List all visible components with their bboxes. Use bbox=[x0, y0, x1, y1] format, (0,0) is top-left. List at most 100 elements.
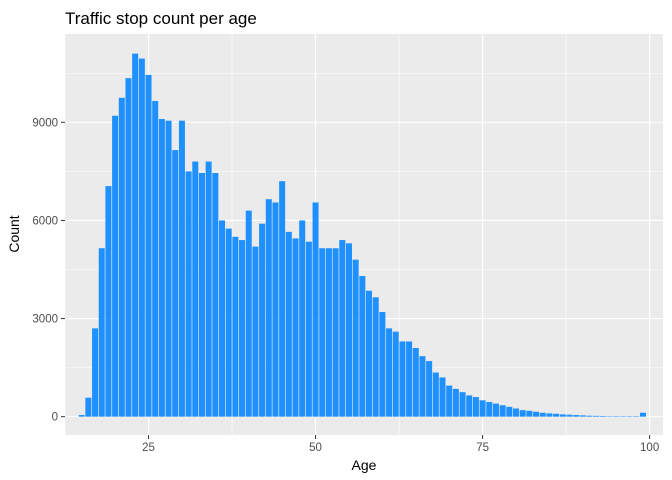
bar bbox=[519, 410, 526, 417]
bar bbox=[118, 97, 125, 417]
bar bbox=[506, 406, 513, 417]
bar bbox=[112, 115, 119, 417]
bar bbox=[419, 356, 426, 417]
bar bbox=[472, 397, 479, 417]
bar bbox=[332, 248, 339, 417]
bar bbox=[205, 161, 212, 417]
bar bbox=[372, 297, 379, 417]
bar bbox=[626, 416, 633, 417]
y-tick-label: 0 bbox=[52, 412, 58, 424]
bar bbox=[225, 228, 232, 417]
bar bbox=[125, 78, 132, 417]
bar bbox=[579, 415, 586, 417]
bar bbox=[239, 240, 246, 417]
bar bbox=[285, 231, 292, 417]
y-tick-label: 9000 bbox=[32, 117, 58, 129]
bar bbox=[459, 392, 466, 417]
bar bbox=[619, 416, 626, 417]
x-tick-label: 100 bbox=[640, 442, 659, 454]
x-tick-label: 50 bbox=[309, 442, 322, 454]
x-tick-label: 75 bbox=[476, 442, 489, 454]
bar bbox=[486, 401, 493, 417]
bar bbox=[633, 416, 640, 417]
bar bbox=[98, 248, 105, 417]
bar bbox=[92, 328, 99, 417]
x-axis: 25 50 75 100 bbox=[142, 435, 659, 454]
bar bbox=[359, 276, 366, 417]
bar bbox=[152, 101, 159, 417]
bar bbox=[559, 414, 566, 417]
y-axis: 0 3000 6000 9000 bbox=[32, 117, 65, 424]
bar bbox=[192, 161, 199, 417]
bar bbox=[105, 186, 112, 417]
bar bbox=[392, 331, 399, 417]
bar bbox=[158, 119, 165, 417]
bar bbox=[613, 416, 620, 417]
chart-title: Traffic stop count per age bbox=[65, 9, 257, 28]
x-axis-title: Age bbox=[352, 457, 377, 473]
bar bbox=[406, 341, 413, 417]
bar bbox=[439, 377, 446, 417]
bar bbox=[78, 415, 85, 417]
bar bbox=[499, 405, 506, 417]
bar bbox=[272, 202, 279, 417]
bar bbox=[452, 388, 459, 417]
bar bbox=[198, 173, 205, 417]
bar bbox=[292, 238, 299, 417]
bar bbox=[279, 181, 286, 417]
bar bbox=[412, 347, 419, 417]
bar bbox=[593, 415, 600, 417]
x-tick-label: 25 bbox=[142, 442, 155, 454]
bar bbox=[339, 240, 346, 417]
bar bbox=[432, 372, 439, 417]
bar bbox=[573, 415, 580, 417]
bar bbox=[379, 312, 386, 417]
y-axis-title: Count bbox=[6, 215, 22, 252]
bar bbox=[526, 410, 533, 417]
bar bbox=[299, 220, 306, 417]
bar bbox=[366, 290, 373, 417]
bar bbox=[132, 53, 139, 417]
bar bbox=[259, 223, 266, 417]
bar bbox=[345, 243, 352, 417]
bar bbox=[639, 412, 646, 417]
bar bbox=[312, 202, 319, 417]
bar bbox=[232, 236, 239, 417]
bar bbox=[305, 241, 312, 417]
bar bbox=[539, 412, 546, 417]
bar bbox=[145, 74, 152, 417]
bar bbox=[325, 248, 332, 417]
bar bbox=[479, 400, 486, 417]
bar bbox=[178, 120, 185, 417]
bar bbox=[599, 416, 606, 417]
bar bbox=[219, 220, 226, 417]
bar bbox=[426, 361, 433, 417]
bar bbox=[512, 408, 520, 417]
bar bbox=[265, 199, 272, 417]
bar bbox=[352, 259, 359, 417]
bar bbox=[172, 150, 179, 417]
bar bbox=[399, 341, 406, 417]
bar bbox=[138, 58, 145, 417]
bar bbox=[586, 415, 593, 417]
bar bbox=[319, 248, 326, 417]
bar bbox=[546, 413, 553, 417]
bar bbox=[85, 397, 92, 417]
bar bbox=[252, 246, 259, 417]
bar bbox=[245, 210, 252, 417]
bar bbox=[165, 120, 172, 417]
bar bbox=[386, 328, 393, 417]
bar bbox=[533, 411, 540, 417]
bar bbox=[566, 414, 573, 417]
bar bbox=[212, 173, 219, 417]
bars bbox=[78, 53, 646, 417]
bar bbox=[492, 403, 499, 417]
bar bbox=[553, 413, 560, 417]
bar bbox=[185, 171, 192, 417]
bar bbox=[446, 385, 453, 417]
y-tick-label: 6000 bbox=[32, 215, 58, 227]
bar bbox=[606, 416, 613, 417]
y-tick-label: 3000 bbox=[32, 314, 58, 326]
bar bbox=[466, 395, 473, 417]
